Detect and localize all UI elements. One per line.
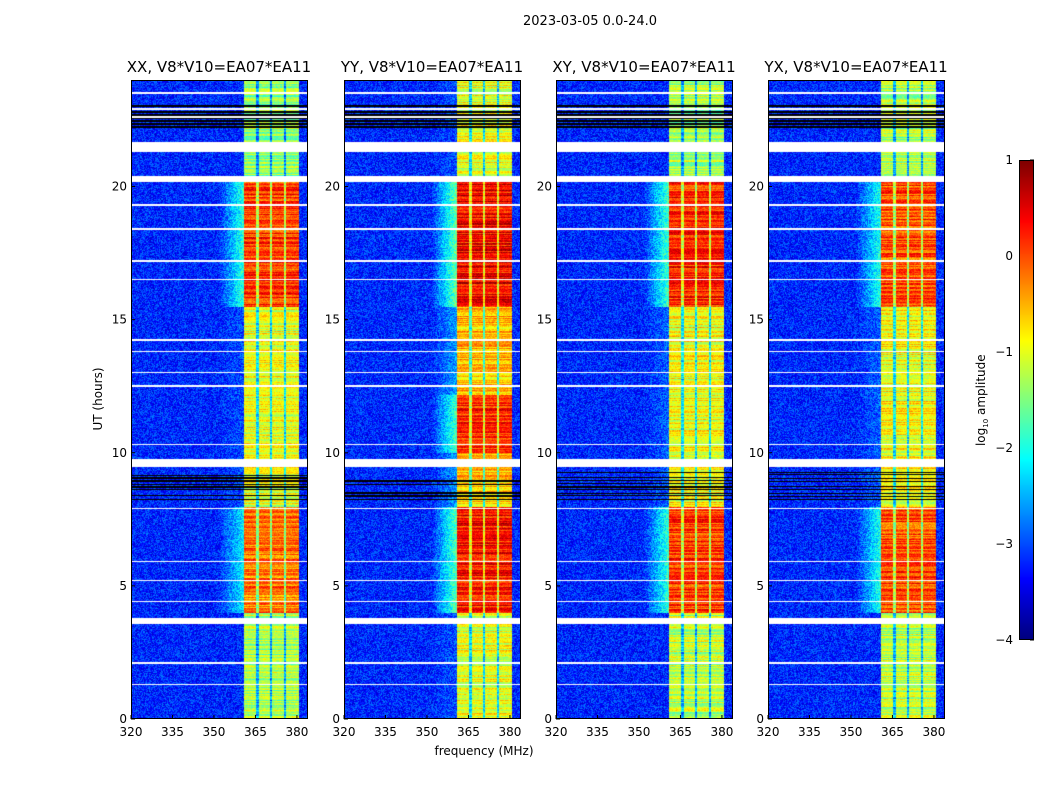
x-tick-label: 350	[203, 725, 226, 739]
colorbar	[1019, 160, 1034, 640]
x-tick-label: 320	[333, 725, 356, 739]
panel-title-xy: XY, V8*V10=EA07*EA11	[552, 58, 736, 76]
y-tick-label: 15	[112, 313, 127, 327]
x-tick-label: 365	[669, 725, 692, 739]
y-tick-label: 0	[756, 712, 764, 726]
figure-title: 2023-03-05 0.0-24.0	[523, 14, 657, 29]
y-tick-label: 15	[749, 313, 764, 327]
panel-yx	[768, 80, 945, 719]
y-tick-label: 15	[537, 313, 552, 327]
y-axis-label: UT (hours)	[91, 367, 105, 431]
y-tick-label: 10	[112, 446, 127, 460]
colorbar-tick-label: −3	[995, 537, 1013, 551]
y-tick-label: 20	[537, 180, 552, 194]
x-tick-label: 335	[374, 725, 397, 739]
panel-xy	[556, 80, 733, 719]
panel-title-xx: XX, V8*V10=EA07*EA11	[126, 58, 312, 76]
x-tick-label: 320	[120, 725, 143, 739]
y-tick-label: 0	[544, 712, 552, 726]
colorbar-tick-label: −2	[995, 441, 1013, 455]
y-tick-label: 5	[119, 579, 127, 593]
axes-frame	[556, 80, 733, 719]
x-tick-label: 350	[840, 725, 863, 739]
x-tick-label: 320	[757, 725, 780, 739]
y-tick-label: 0	[119, 712, 127, 726]
axes-frame	[768, 80, 945, 719]
x-tick-label: 350	[416, 725, 439, 739]
y-tick-label: 20	[325, 180, 340, 194]
colorbar-tick-label: 0	[1005, 249, 1013, 263]
x-tick-label: 380	[498, 725, 521, 739]
axes-frame	[344, 80, 521, 719]
x-tick-label: 335	[586, 725, 609, 739]
x-tick-label: 365	[881, 725, 904, 739]
y-tick-label: 10	[537, 446, 552, 460]
x-tick-label: 335	[798, 725, 821, 739]
y-tick-label: 5	[332, 579, 340, 593]
y-tick-label: 20	[749, 180, 764, 194]
panel-xx	[131, 80, 308, 719]
colorbar-label: log10 amplitude	[973, 354, 991, 447]
axes-frame	[131, 80, 308, 719]
x-tick-label: 365	[457, 725, 480, 739]
x-tick-label: 365	[244, 725, 267, 739]
heatmap-xx	[131, 80, 308, 719]
y-tick-label: 10	[325, 446, 340, 460]
x-axis-label: frequency (MHz)	[434, 744, 534, 758]
y-tick-label: 10	[749, 446, 764, 460]
panel-yy	[344, 80, 521, 719]
x-tick-label: 335	[161, 725, 184, 739]
panel-title-yx: YX, V8*V10=EA07*EA11	[764, 58, 948, 76]
x-tick-label: 380	[710, 725, 733, 739]
colorbar-tick-label: −1	[995, 345, 1013, 359]
x-tick-label: 350	[628, 725, 651, 739]
colorbar-tick-label: 1	[1005, 153, 1013, 167]
y-tick-label: 0	[332, 712, 340, 726]
x-tick-label: 380	[922, 725, 945, 739]
heatmap-yy	[344, 80, 521, 719]
y-tick-label: 20	[112, 180, 127, 194]
x-tick-label: 320	[545, 725, 568, 739]
y-tick-label: 5	[544, 579, 552, 593]
heatmap-xy	[556, 80, 733, 719]
panel-title-yy: YY, V8*V10=EA07*EA11	[340, 58, 524, 76]
y-tick-label: 5	[756, 579, 764, 593]
heatmap-yx	[768, 80, 945, 719]
y-tick-label: 15	[325, 313, 340, 327]
colorbar-tick-label: −4	[995, 633, 1013, 647]
x-tick-label: 380	[285, 725, 308, 739]
